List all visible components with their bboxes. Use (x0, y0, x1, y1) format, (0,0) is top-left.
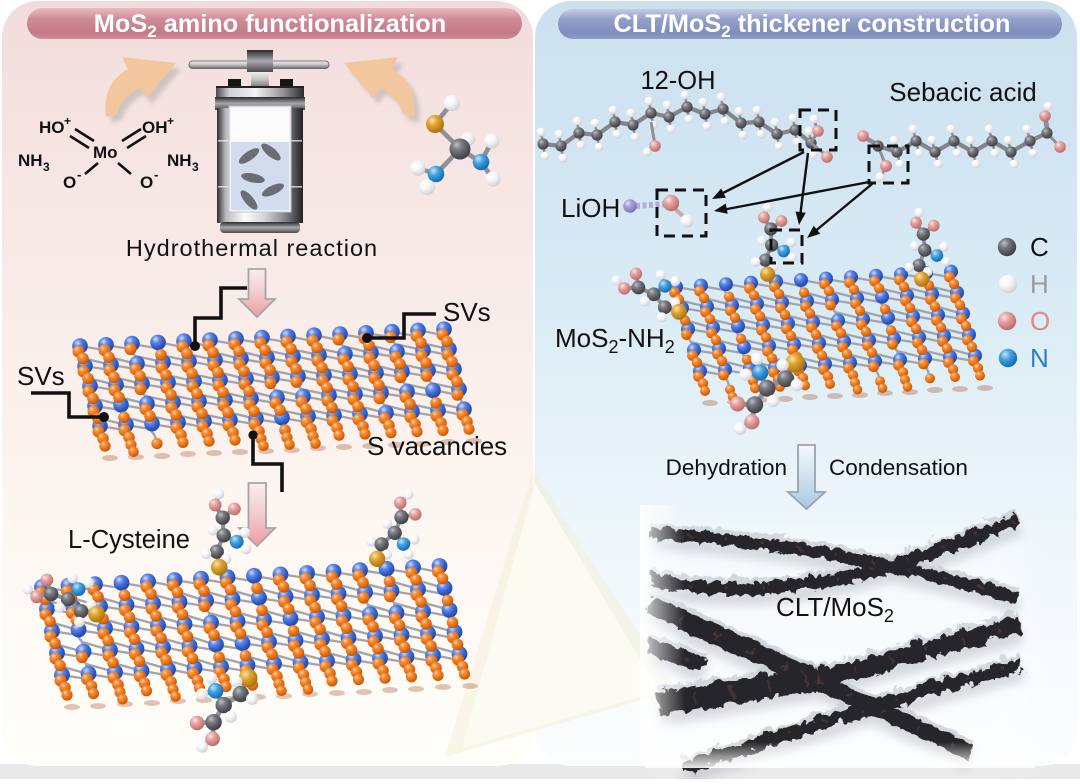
svg-text:C: C (1030, 232, 1049, 262)
svg-text:CLT/MoS2 thickener constructio: CLT/MoS2 thickener construction (614, 10, 1011, 41)
svg-text:O: O (1030, 306, 1050, 336)
svg-text:OH: OH (142, 118, 168, 137)
svg-text:12-OH: 12-OH (640, 67, 715, 95)
svg-text:-: - (154, 167, 158, 182)
svg-text:N: N (1030, 343, 1049, 373)
svg-text:Hydrothermal reaction: Hydrothermal reaction (126, 235, 378, 261)
svg-text:Sebacic acid: Sebacic acid (889, 77, 1036, 107)
svg-text:HO: HO (39, 118, 65, 137)
svg-text:O: O (63, 173, 76, 192)
svg-text:NH: NH (167, 151, 192, 170)
svg-text:H: H (1030, 269, 1049, 299)
svg-text:+: + (167, 114, 174, 128)
svg-text:+: + (64, 114, 71, 128)
svg-text:Condensation: Condensation (829, 455, 968, 480)
svg-text:3: 3 (192, 160, 199, 174)
svg-text:NH: NH (18, 151, 43, 170)
svg-text:O: O (140, 173, 153, 192)
svg-text:-: - (77, 167, 81, 182)
svg-text:SVs: SVs (17, 361, 65, 391)
svg-text:LiOH: LiOH (561, 193, 620, 223)
svg-text:S vacancies: S vacancies (367, 431, 507, 461)
svg-text:Dehydration: Dehydration (666, 455, 787, 480)
svg-text:3: 3 (43, 160, 50, 174)
svg-text:SVs: SVs (443, 297, 491, 327)
svg-text:L-Cysteine: L-Cysteine (68, 526, 190, 554)
svg-text:MoS2-NH2: MoS2-NH2 (555, 323, 675, 357)
svg-text:CLT/MoS2: CLT/MoS2 (776, 592, 894, 626)
svg-text:Mo: Mo (93, 143, 118, 162)
svg-text:MoS2 amino functionalization: MoS2 amino functionalization (94, 10, 446, 41)
